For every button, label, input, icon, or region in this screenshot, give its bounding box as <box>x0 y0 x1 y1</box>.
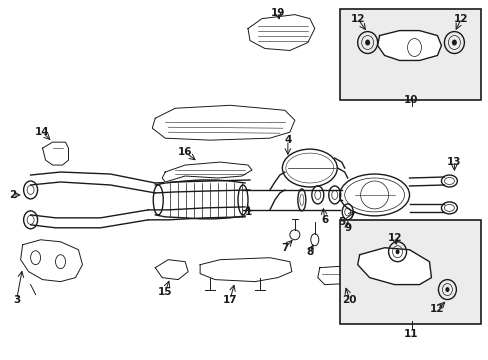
Text: 4: 4 <box>284 135 291 145</box>
Text: 17: 17 <box>222 294 237 305</box>
Text: 2: 2 <box>9 190 16 200</box>
Polygon shape <box>357 248 430 285</box>
Ellipse shape <box>365 40 369 45</box>
Ellipse shape <box>451 40 456 45</box>
Text: 13: 13 <box>446 157 461 167</box>
Polygon shape <box>377 31 441 60</box>
Ellipse shape <box>395 249 399 254</box>
Text: 15: 15 <box>158 287 172 297</box>
Polygon shape <box>162 162 251 182</box>
Text: 12: 12 <box>453 14 468 24</box>
Polygon shape <box>152 105 294 140</box>
Text: 9: 9 <box>344 223 350 233</box>
Ellipse shape <box>445 287 448 292</box>
Bar <box>339 220 480 324</box>
Text: 12: 12 <box>386 233 401 243</box>
Text: 11: 11 <box>404 329 418 339</box>
Text: 7: 7 <box>281 243 288 253</box>
Text: 1: 1 <box>244 207 251 217</box>
Text: 12: 12 <box>429 305 444 315</box>
Text: 8: 8 <box>305 247 313 257</box>
Text: 19: 19 <box>270 8 285 18</box>
Polygon shape <box>155 260 188 280</box>
Text: 16: 16 <box>178 147 192 157</box>
Text: 5: 5 <box>337 217 345 227</box>
Polygon shape <box>247 15 314 50</box>
Text: 20: 20 <box>342 294 356 305</box>
Text: 3: 3 <box>13 294 20 305</box>
Bar <box>339 9 480 100</box>
Polygon shape <box>200 258 291 282</box>
Polygon shape <box>317 264 394 285</box>
Text: 14: 14 <box>35 127 50 137</box>
Polygon shape <box>20 240 82 282</box>
Text: 10: 10 <box>404 95 418 105</box>
Text: 6: 6 <box>321 215 328 225</box>
Text: 12: 12 <box>350 14 364 24</box>
Polygon shape <box>42 142 68 165</box>
